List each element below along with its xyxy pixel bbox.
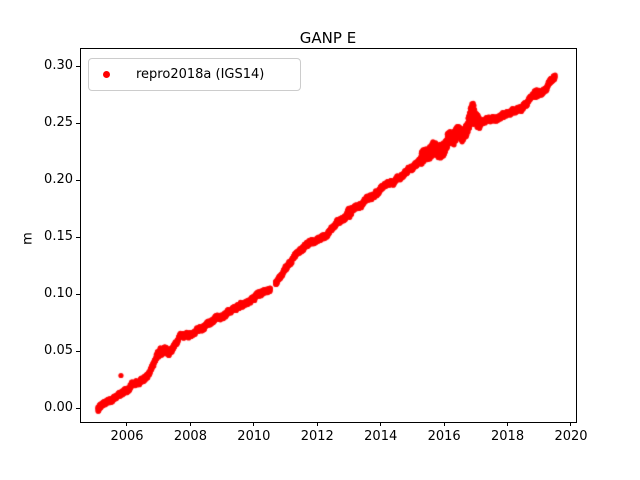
x-tick-mark (253, 422, 255, 426)
legend-marker-dot (103, 71, 110, 78)
x-tick-label: 2018 (491, 429, 525, 444)
y-tick-label: 0.20 (44, 172, 73, 187)
y-tick-mark (76, 293, 80, 295)
x-tick-mark (126, 422, 128, 426)
y-tick-mark (76, 179, 80, 181)
x-tick-label: 2016 (427, 429, 461, 444)
y-tick-mark (76, 350, 80, 352)
y-tick-mark (76, 122, 80, 124)
y-tick-label: 0.05 (44, 343, 73, 358)
y-tick-label: 0.25 (44, 115, 73, 130)
y-tick-mark (76, 407, 80, 409)
y-tick-mark (76, 236, 80, 238)
legend-series-label: repro2018a (IGS14) (136, 67, 265, 82)
x-tick-mark (316, 422, 318, 426)
x-tick-label: 2006 (110, 429, 144, 444)
x-tick-mark (443, 422, 445, 426)
y-tick-label: 0.30 (44, 58, 73, 73)
x-tick-label: 2008 (173, 429, 207, 444)
x-tick-label: 2020 (554, 429, 588, 444)
x-tick-mark (507, 422, 509, 426)
y-tick-label: 0.10 (44, 286, 73, 301)
chart-title: GANP E (299, 29, 357, 47)
x-tick-mark (570, 422, 572, 426)
y-tick-mark (76, 65, 80, 67)
x-tick-label: 2010 (237, 429, 271, 444)
x-tick-label: 2014 (364, 429, 398, 444)
x-tick-mark (380, 422, 382, 426)
y-tick-label: 0.00 (44, 400, 73, 415)
x-tick-label: 2012 (300, 429, 334, 444)
x-tick-mark (189, 422, 191, 426)
legend: repro2018a (IGS14) (88, 58, 301, 91)
y-tick-label: 0.15 (44, 229, 73, 244)
